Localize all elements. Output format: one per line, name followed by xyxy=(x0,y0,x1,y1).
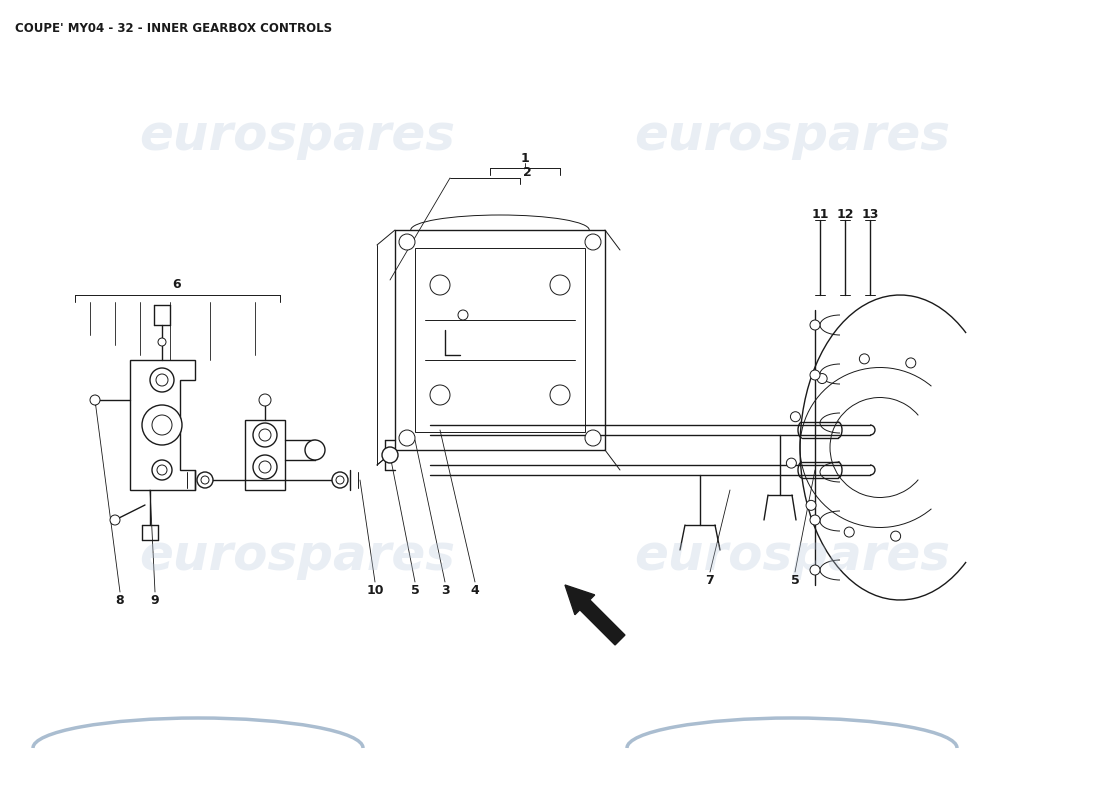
Circle shape xyxy=(430,275,450,295)
Polygon shape xyxy=(130,360,195,490)
Circle shape xyxy=(305,440,324,460)
Circle shape xyxy=(110,515,120,525)
Circle shape xyxy=(258,461,271,473)
Text: COUPE' MY04 - 32 - INNER GEARBOX CONTROLS: COUPE' MY04 - 32 - INNER GEARBOX CONTROL… xyxy=(15,22,332,35)
Circle shape xyxy=(399,430,415,446)
Circle shape xyxy=(859,354,869,364)
Text: 3: 3 xyxy=(441,583,449,597)
Circle shape xyxy=(142,405,182,445)
Circle shape xyxy=(550,275,570,295)
Circle shape xyxy=(157,465,167,475)
Circle shape xyxy=(156,374,168,386)
FancyArrow shape xyxy=(565,585,625,645)
Circle shape xyxy=(550,385,570,405)
Circle shape xyxy=(158,338,166,346)
Text: eurospares: eurospares xyxy=(634,532,950,580)
Circle shape xyxy=(905,358,916,368)
Text: 9: 9 xyxy=(151,594,160,606)
Circle shape xyxy=(399,234,415,250)
Text: 13: 13 xyxy=(861,209,879,222)
Text: 8: 8 xyxy=(116,594,124,606)
Circle shape xyxy=(585,234,601,250)
Text: 2: 2 xyxy=(522,166,531,178)
Circle shape xyxy=(150,368,174,392)
Text: eurospares: eurospares xyxy=(634,112,950,160)
Circle shape xyxy=(810,320,820,330)
Circle shape xyxy=(382,447,398,463)
Text: eurospares: eurospares xyxy=(139,112,455,160)
Circle shape xyxy=(810,370,820,380)
Circle shape xyxy=(458,310,468,320)
Text: 4: 4 xyxy=(471,583,480,597)
Text: 5: 5 xyxy=(791,574,800,586)
Circle shape xyxy=(817,374,827,383)
Text: 11: 11 xyxy=(812,209,828,222)
Circle shape xyxy=(336,476,344,484)
Polygon shape xyxy=(395,230,605,450)
Text: 1: 1 xyxy=(520,151,529,165)
Circle shape xyxy=(791,412,801,422)
Text: eurospares: eurospares xyxy=(139,532,455,580)
Circle shape xyxy=(430,385,450,405)
Circle shape xyxy=(201,476,209,484)
Circle shape xyxy=(152,460,172,480)
Circle shape xyxy=(197,472,213,488)
Text: 6: 6 xyxy=(173,278,182,290)
Polygon shape xyxy=(415,248,585,432)
Circle shape xyxy=(810,565,820,575)
Circle shape xyxy=(253,455,277,479)
Text: 10: 10 xyxy=(366,583,384,597)
Circle shape xyxy=(152,415,172,435)
Circle shape xyxy=(786,458,796,468)
Circle shape xyxy=(806,500,816,510)
Circle shape xyxy=(258,394,271,406)
Text: 12: 12 xyxy=(836,209,854,222)
Circle shape xyxy=(844,527,855,537)
Circle shape xyxy=(90,395,100,405)
Circle shape xyxy=(258,429,271,441)
Circle shape xyxy=(810,515,820,525)
Circle shape xyxy=(332,472,348,488)
Text: 7: 7 xyxy=(705,574,714,586)
Text: 5: 5 xyxy=(410,583,419,597)
Circle shape xyxy=(253,423,277,447)
Circle shape xyxy=(891,531,901,541)
Polygon shape xyxy=(245,420,285,490)
Circle shape xyxy=(585,430,601,446)
